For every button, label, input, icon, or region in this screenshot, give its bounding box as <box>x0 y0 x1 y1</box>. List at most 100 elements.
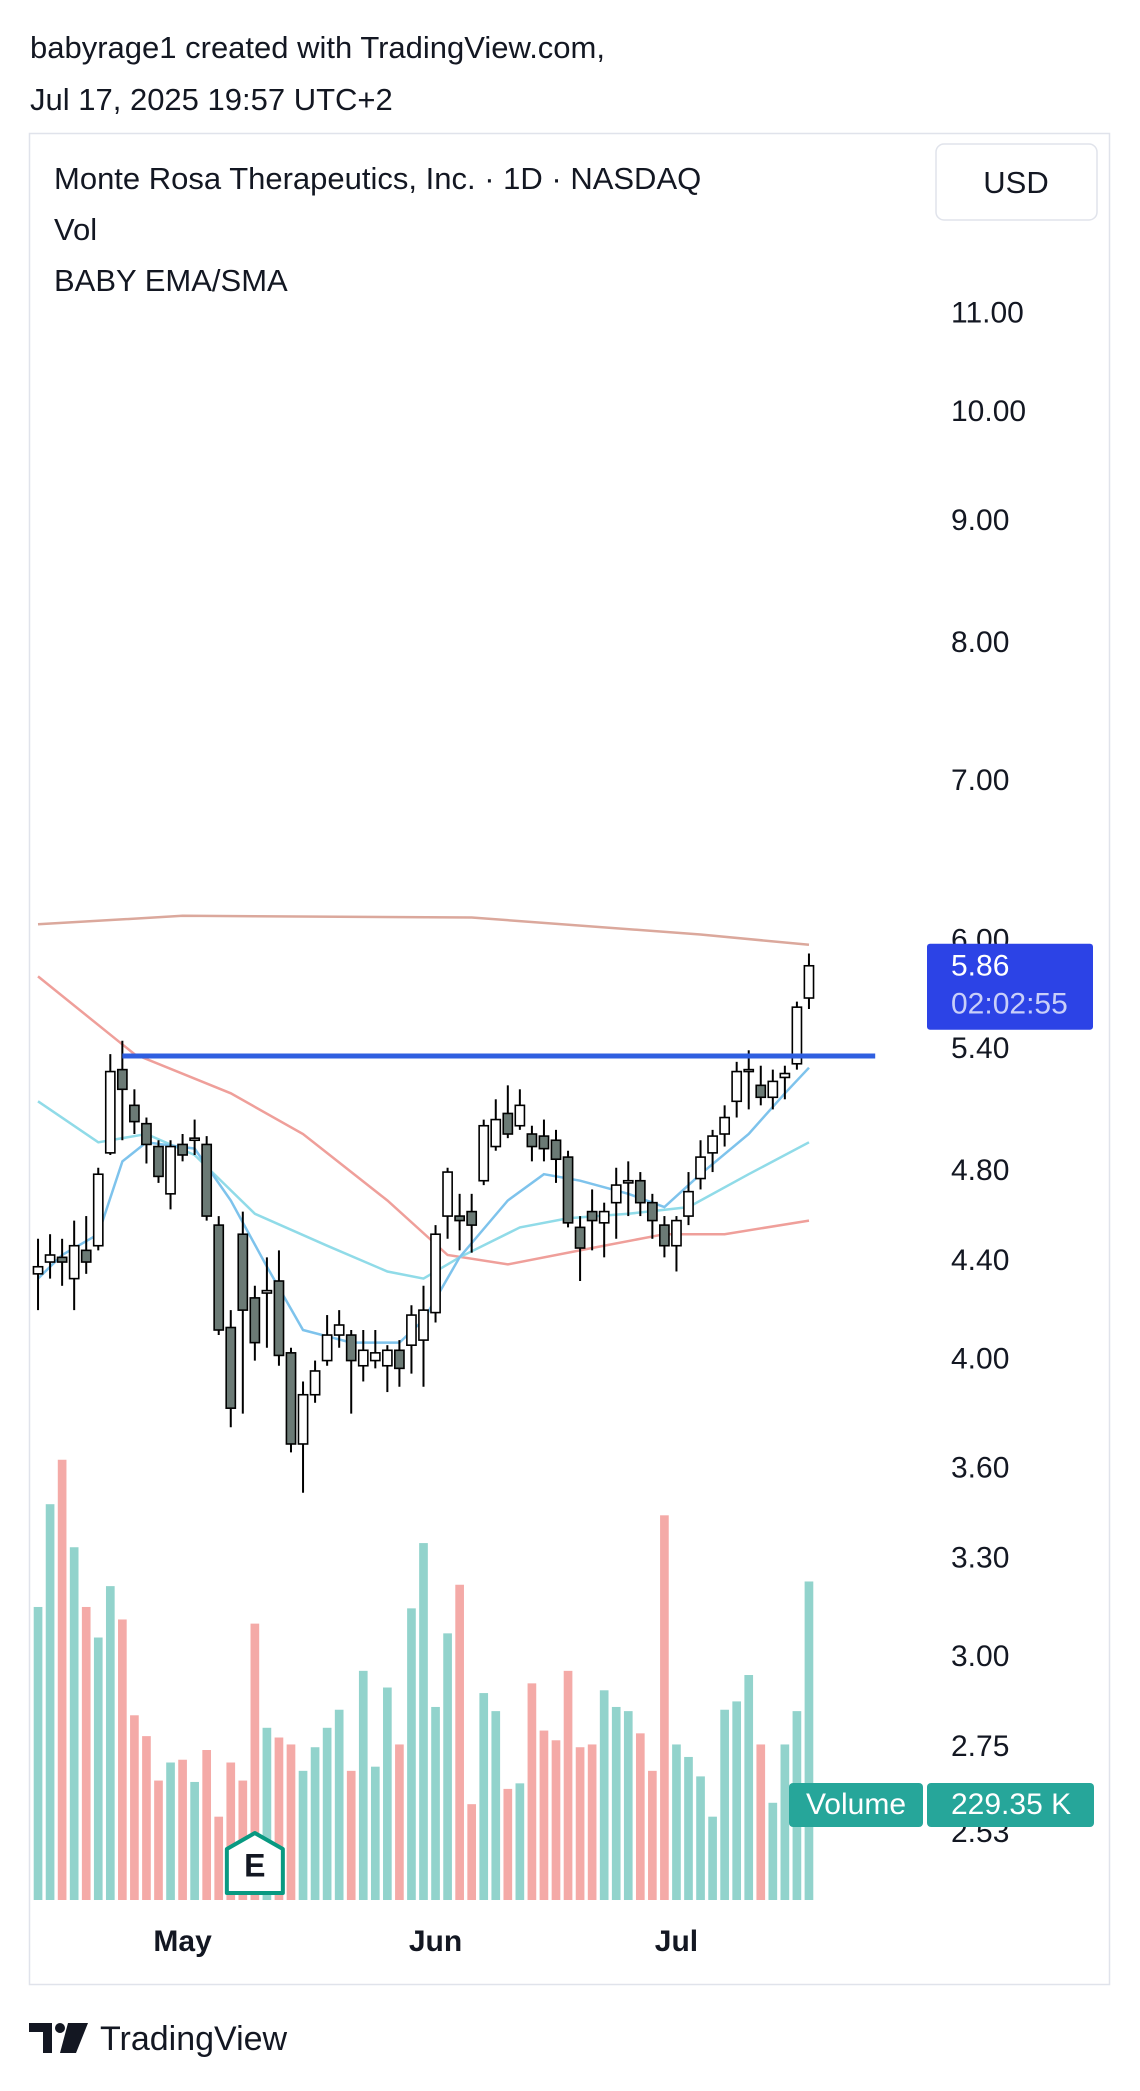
currency-box[interactable] <box>935 143 1098 221</box>
y-tick-label: 8.00 <box>951 626 1009 659</box>
candle-body <box>418 1309 429 1341</box>
candle-body <box>743 1068 755 1073</box>
candle-body <box>610 1184 622 1204</box>
volume-bar <box>69 1547 79 1900</box>
logo-slash <box>60 2023 88 2053</box>
volume-name-box <box>789 1783 923 1827</box>
candle-body <box>803 964 815 999</box>
candle-body <box>189 1137 201 1142</box>
volume-bar <box>491 1711 501 1900</box>
volume-bar <box>756 1744 766 1900</box>
candle-body <box>454 1215 466 1222</box>
volume-bar <box>744 1675 754 1900</box>
volume-bar <box>262 1727 272 1900</box>
candle-body <box>32 1265 44 1275</box>
candle-body <box>104 1070 116 1154</box>
candle-body <box>333 1324 345 1336</box>
candle-body <box>478 1124 490 1182</box>
x-tick-label: Jul <box>655 1925 698 1958</box>
candle-body <box>779 1072 791 1079</box>
volume-bar <box>768 1802 778 1900</box>
y-tick-label: 5.40 <box>951 1032 1009 1065</box>
candle-body <box>695 1156 706 1180</box>
y-tick-label: 4.00 <box>951 1342 1009 1375</box>
volume-bar <box>310 1747 320 1900</box>
candle-body <box>225 1326 237 1409</box>
volume-bar <box>274 1737 284 1900</box>
candle-body <box>707 1135 718 1154</box>
volume-bar <box>431 1706 440 1900</box>
y-tick-label: 11.00 <box>951 297 1024 330</box>
candle-body <box>141 1122 152 1146</box>
volume-bar <box>623 1711 633 1900</box>
candle-body <box>309 1370 321 1396</box>
volume-bar <box>346 1770 356 1900</box>
price-label-box <box>927 943 1093 1030</box>
volume-bar <box>370 1766 380 1900</box>
candle-body <box>622 1179 634 1184</box>
volume-value: 229.35 K <box>951 1788 1071 1821</box>
chart-title: Monte Rosa Therapeutics, Inc. · 1D · NAS… <box>54 161 701 196</box>
ma-line <box>37 914 810 947</box>
y-tick-label: 10.00 <box>951 395 1026 428</box>
x-tick-label: May <box>153 1925 212 1958</box>
candle-body <box>406 1314 417 1346</box>
volume-bar <box>334 1709 344 1900</box>
logo-dot <box>55 2023 65 2033</box>
candle-body <box>430 1233 441 1314</box>
footer-logo <box>29 2023 88 2053</box>
volume-bar <box>57 1459 67 1900</box>
candle-body <box>731 1070 743 1103</box>
volume-bar <box>118 1619 127 1900</box>
volume-bar <box>479 1693 489 1900</box>
ma-line <box>37 1100 810 1280</box>
candle-body <box>574 1226 586 1249</box>
candle-body <box>237 1233 249 1311</box>
volume-bar <box>648 1770 657 1900</box>
volume-bar <box>599 1690 609 1900</box>
volume-bar <box>142 1736 151 1900</box>
candle-body <box>357 1349 369 1367</box>
volume-bar <box>563 1670 573 1900</box>
header-date: Jul 17, 2025 19:57 UTC+2 <box>30 82 393 117</box>
volume-bar <box>298 1770 308 1900</box>
candle-body <box>502 1112 514 1135</box>
volume-bar <box>720 1709 729 1900</box>
candle-body <box>719 1116 731 1135</box>
candle-body <box>671 1219 682 1247</box>
volume-bar <box>780 1744 790 1900</box>
volume-bar <box>503 1788 513 1900</box>
candle-body <box>345 1334 357 1362</box>
candle-body <box>634 1179 646 1204</box>
volume-bar <box>93 1637 103 1900</box>
volume-bar <box>383 1687 392 1900</box>
earnings-marker <box>224 1831 285 1895</box>
volume-bar <box>635 1733 645 1900</box>
volume-bar <box>732 1701 742 1900</box>
candle-body <box>321 1334 333 1362</box>
volume-bar <box>587 1744 597 1900</box>
candle-body <box>442 1171 453 1217</box>
volume-bar <box>672 1744 681 1900</box>
volume-bar <box>407 1608 416 1900</box>
candle-body <box>526 1133 538 1148</box>
currency[interactable]: USD <box>983 165 1048 200</box>
candle-body <box>153 1145 164 1178</box>
candle-body <box>538 1135 550 1150</box>
y-tick-label: 3.30 <box>951 1541 1009 1574</box>
candle-body <box>261 1289 273 1294</box>
candle-body <box>791 1006 803 1065</box>
candle-body <box>273 1280 285 1357</box>
candle-body <box>550 1139 562 1161</box>
earnings-label: E <box>244 1847 265 1883</box>
volume-bar <box>527 1683 537 1900</box>
volume-bar <box>395 1744 404 1900</box>
volume-bar <box>515 1783 525 1900</box>
y-tick-label: 7.00 <box>951 764 1009 797</box>
logo-t <box>29 2023 52 2053</box>
volume-bar <box>322 1727 332 1900</box>
volume-bar <box>696 1776 705 1900</box>
ma-line <box>37 975 810 1266</box>
candle-body <box>562 1156 574 1224</box>
